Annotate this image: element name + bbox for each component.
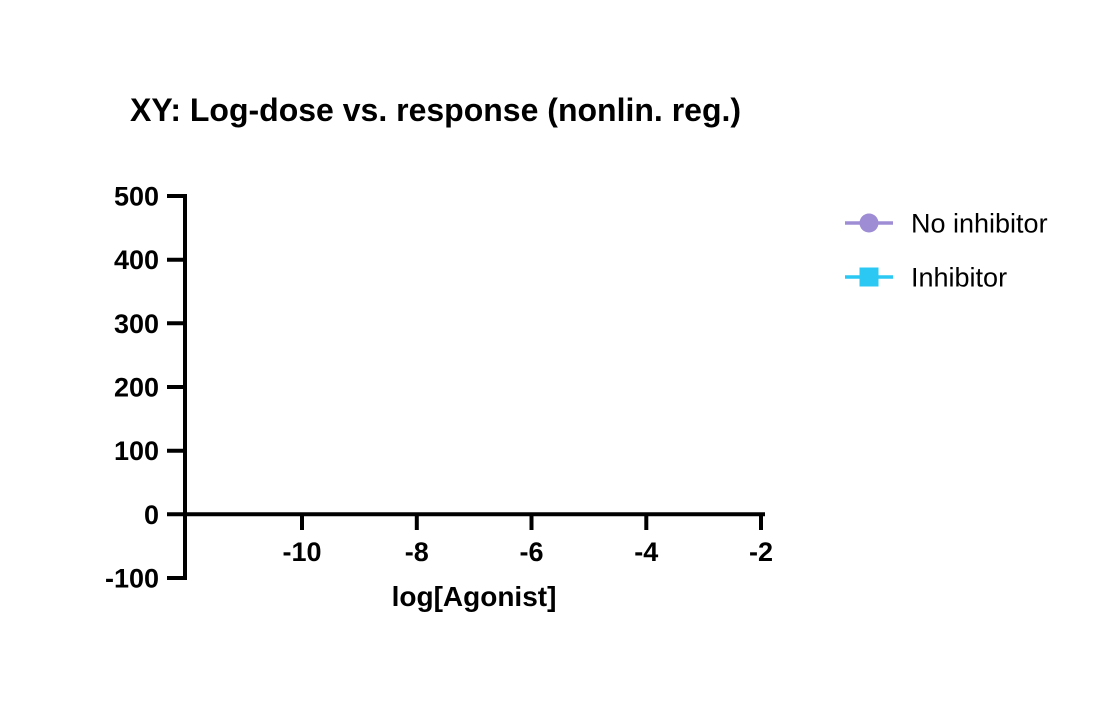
no-inhibitor-marker-icon (859, 213, 879, 233)
legend-label-inhibitor: Inhibitor (911, 263, 1007, 293)
x-tick-label: -8 (405, 537, 429, 567)
x-tick-label: -4 (634, 537, 658, 567)
x-axis-title: log[Agonist] (392, 581, 557, 612)
y-tick-label: 400 (114, 245, 159, 275)
y-tick-label: 0 (144, 500, 159, 530)
legend-label-no-inhibitor: No inhibitor (911, 209, 1048, 239)
y-tick-label: -100 (105, 564, 159, 594)
x-tick-label: -2 (749, 537, 773, 567)
chart-title: XY: Log-dose vs. response (nonlin. reg.) (130, 92, 741, 128)
x-tick-label: -6 (519, 537, 543, 567)
y-tick-label: 300 (114, 309, 159, 339)
inhibitor-marker-icon (859, 267, 879, 287)
x-tick-label: -10 (282, 537, 321, 567)
x-axis: -10 -8 -6 -4 -2 log[Agonist] (183, 512, 773, 612)
legend: No inhibitor Inhibitor (845, 209, 1048, 293)
legend-item-inhibitor: Inhibitor (845, 263, 1007, 293)
y-tick-label: 100 (114, 436, 159, 466)
y-tick-label: 500 (114, 182, 159, 212)
y-tick-label: 200 (114, 373, 159, 403)
legend-item-no-inhibitor: No inhibitor (845, 209, 1048, 239)
y-axis: 500 400 300 200 100 0 -100 (105, 182, 187, 594)
